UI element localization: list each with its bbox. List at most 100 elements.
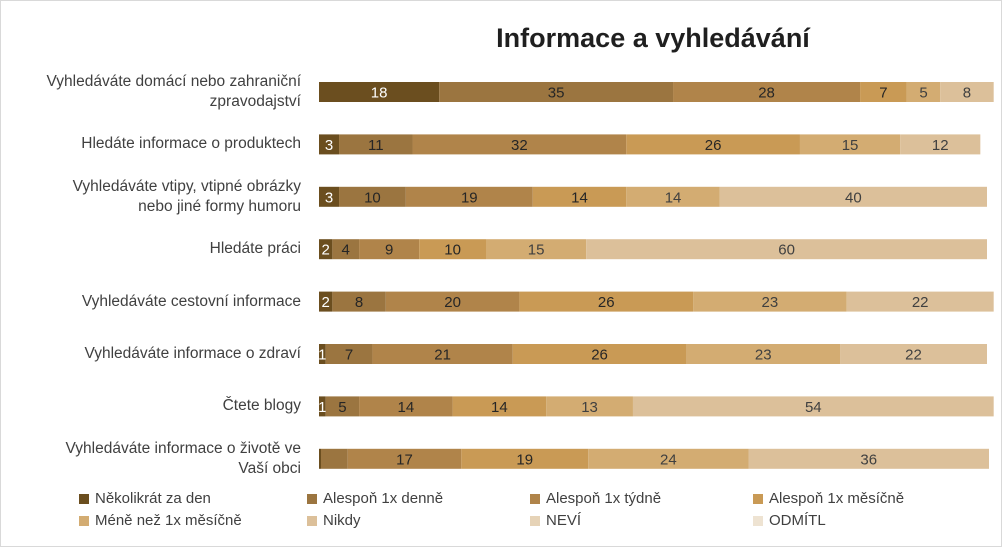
category-label-line: nebo jiné formy humoru xyxy=(138,197,301,215)
legend-label: Alespoň 1x měsíčně xyxy=(769,490,905,507)
bar-segment xyxy=(319,82,440,102)
data-label: 26 xyxy=(598,294,615,311)
legend: Několikrát za den Alespoň 1x denně Alespoň… xyxy=(79,490,989,534)
bar-segment xyxy=(686,344,841,364)
data-label: 9 xyxy=(385,242,393,259)
data-label: 26 xyxy=(591,347,608,364)
legend-item: Alespoň 1x týdně xyxy=(530,490,661,507)
data-label: 14 xyxy=(397,399,414,416)
data-label: 32 xyxy=(511,137,528,154)
bar-segment xyxy=(940,82,994,102)
bar-segment xyxy=(372,344,513,364)
bar-segment xyxy=(385,291,520,312)
data-label: 15 xyxy=(842,137,859,154)
legend-label: NEVÍ xyxy=(546,512,582,529)
bar-segment xyxy=(860,82,907,102)
bar-segment xyxy=(332,291,386,312)
category-label-line: Čtete blogy xyxy=(222,397,301,415)
bar-segment xyxy=(319,239,333,260)
bar-segment xyxy=(673,82,861,102)
bar-segment xyxy=(439,82,674,102)
bar-segment xyxy=(419,239,486,260)
category-label: Čtete blogy xyxy=(9,396,301,416)
category-label: Vyhledáváte vtipy, vtipné obrázky nebo ji… xyxy=(9,177,301,217)
data-label: 23 xyxy=(762,294,779,311)
category-label: Hledáte práci xyxy=(9,239,301,259)
bar-segment xyxy=(332,239,360,260)
category-label: Vyhledáváte domácí nebo zahraniční zpravo… xyxy=(9,72,301,112)
legend-label: ODMÍTL xyxy=(769,512,826,529)
legend-swatch xyxy=(307,515,317,526)
data-label: 28 xyxy=(758,85,775,102)
legend-item: Méně než 1x měsíčně xyxy=(79,512,242,529)
legend-label: Alespoň 1x týdně xyxy=(546,490,662,507)
data-label: 14 xyxy=(491,399,508,416)
legend-swatch xyxy=(530,493,540,504)
data-label: 54 xyxy=(805,399,822,416)
category-label: Vyhledáváte cestovní informace xyxy=(9,292,301,312)
data-label: 3 xyxy=(325,189,333,206)
data-label: 22 xyxy=(912,294,929,311)
legend-swatch xyxy=(79,515,89,526)
data-label: 1 xyxy=(318,399,326,416)
bar-segment xyxy=(532,186,627,207)
category-label-line: Hledáte informace o produktech xyxy=(81,135,301,153)
data-label: 5 xyxy=(338,399,346,416)
chart-title: Informace a vyhledávání xyxy=(496,23,810,53)
data-label: 19 xyxy=(461,189,478,206)
data-label: 17 xyxy=(396,451,413,468)
category-label-line: Vyhledáváte informace o životě ve xyxy=(65,439,302,457)
category-label: Vyhledáváte informace o životě ve Vaší ob… xyxy=(9,439,302,479)
data-label: 19 xyxy=(516,451,533,468)
data-label: 1 xyxy=(318,347,326,364)
bar-segment xyxy=(719,186,987,207)
bar-segment xyxy=(626,186,720,207)
bar-segment xyxy=(900,134,981,155)
bar-segment xyxy=(321,448,348,469)
data-label: 60 xyxy=(778,242,795,259)
bar-segment xyxy=(319,448,321,469)
data-label: 26 xyxy=(705,137,722,154)
category-label: Vyhledáváte informace o zdraví xyxy=(9,344,301,364)
bar-segment xyxy=(799,134,901,155)
legend-label: Nikdy xyxy=(323,512,361,529)
data-label: 3 xyxy=(325,137,333,154)
bar-segment xyxy=(452,396,547,417)
bar-segment xyxy=(339,134,413,155)
legend-swatch xyxy=(753,493,763,504)
bar-segment xyxy=(588,448,749,469)
bar-segment xyxy=(693,291,847,312)
category-label-line: Hledáte práci xyxy=(209,240,301,258)
category-label-line: Vyhledáváte vtipy, vtipné obrázky xyxy=(72,177,301,195)
data-label: 10 xyxy=(444,242,461,259)
bar-segment xyxy=(319,344,326,364)
data-label: 15 xyxy=(528,242,545,259)
bar-segment xyxy=(840,344,987,364)
data-label: 24 xyxy=(660,451,677,468)
bar-segment xyxy=(626,134,800,155)
bar-segment xyxy=(546,396,633,417)
data-label: 36 xyxy=(860,451,877,468)
category-label-line: Vyhledáváte informace o zdraví xyxy=(84,345,301,362)
category-label: Hledáte informace o produktech xyxy=(9,134,301,154)
bar-segment xyxy=(359,239,420,260)
data-label: 22 xyxy=(905,347,922,364)
legend-item: Nikdy xyxy=(307,512,361,529)
bar-segment xyxy=(339,186,406,207)
legend-swatch xyxy=(753,515,763,526)
bar-segment xyxy=(319,134,340,155)
legend-swatch xyxy=(530,515,540,526)
bar-segment xyxy=(632,396,994,417)
data-label: 7 xyxy=(879,85,887,102)
category-label-line: Vyhledáváte domácí nebo zahraniční xyxy=(46,73,301,90)
bar-segment xyxy=(846,291,994,312)
bar-segment xyxy=(319,186,340,207)
data-label: 8 xyxy=(355,294,363,311)
legend-item: Alespoň 1x denně xyxy=(307,490,443,507)
data-label: 23 xyxy=(755,347,772,364)
legend-label: Méně než 1x měsíčně xyxy=(95,512,242,529)
data-label: 14 xyxy=(665,189,682,206)
legend-swatch xyxy=(79,493,89,504)
